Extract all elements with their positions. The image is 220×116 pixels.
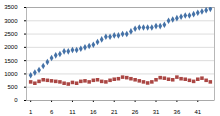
- svg-text:1500: 1500: [4, 58, 18, 64]
- svg-text:31: 31: [153, 109, 160, 115]
- svg-text:11: 11: [69, 109, 76, 115]
- svg-text:41: 41: [194, 109, 201, 115]
- svg-text:500: 500: [7, 84, 18, 90]
- svg-text:2000: 2000: [4, 44, 18, 50]
- svg-text:1000: 1000: [4, 71, 18, 77]
- svg-text:0: 0: [14, 97, 18, 103]
- svg-text:3500: 3500: [4, 4, 18, 10]
- svg-text:1: 1: [29, 109, 33, 115]
- svg-text:21: 21: [111, 109, 118, 115]
- svg-text:2500: 2500: [4, 31, 18, 37]
- svg-text:3000: 3000: [4, 18, 18, 24]
- svg-text:16: 16: [90, 109, 97, 115]
- svg-text:6: 6: [50, 109, 54, 115]
- svg-text:36: 36: [174, 109, 181, 115]
- svg-text:26: 26: [132, 109, 139, 115]
